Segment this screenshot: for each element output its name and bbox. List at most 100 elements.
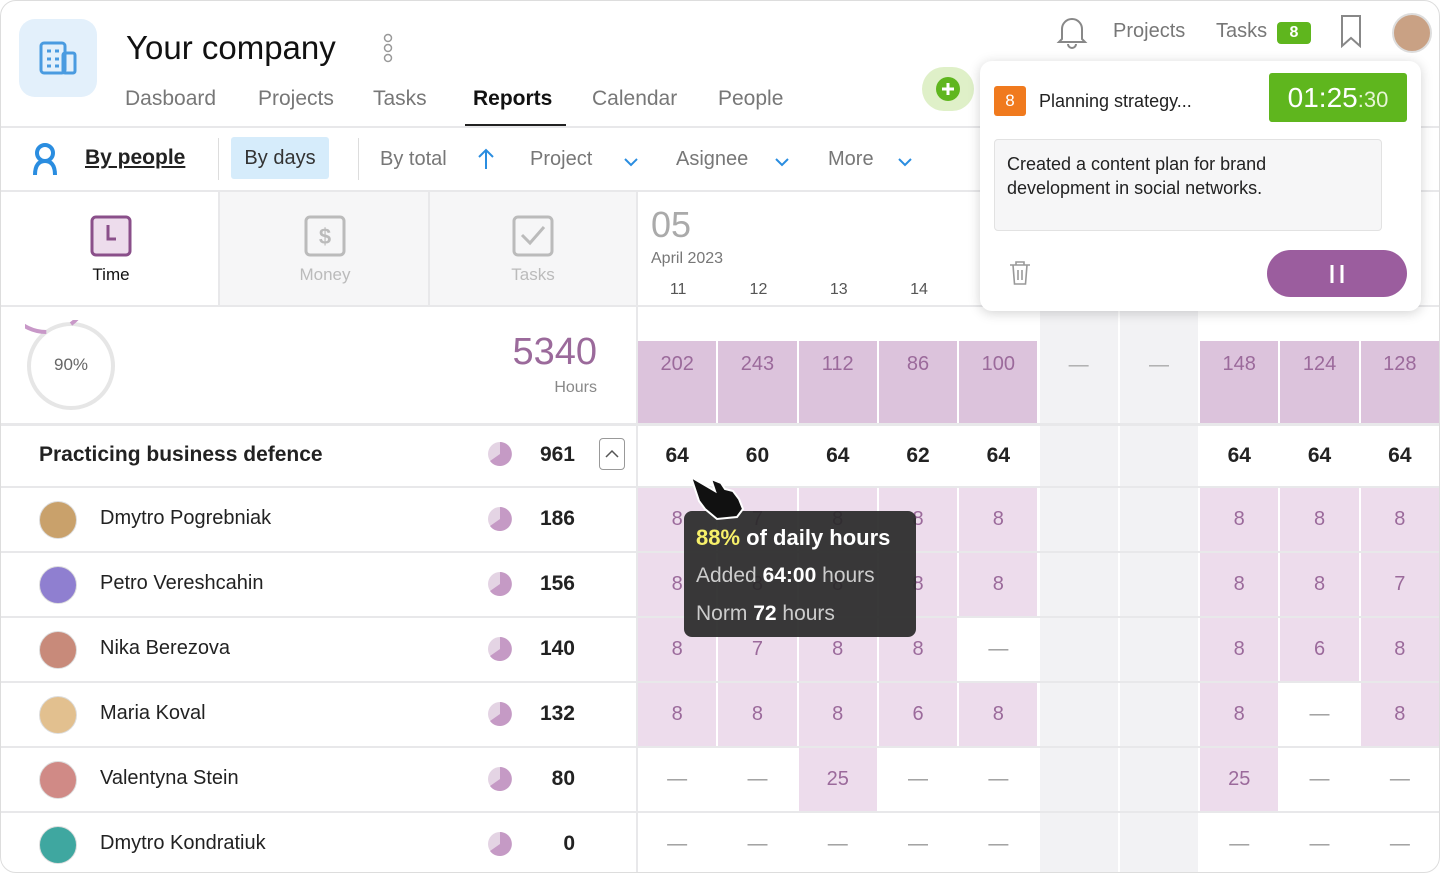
separator	[218, 138, 219, 180]
cell-hours: 8	[1200, 553, 1279, 616]
cell-hours: 8	[718, 683, 797, 746]
cell-empty: —	[667, 833, 688, 855]
weekend-bg	[1039, 488, 1118, 551]
day-label: 13	[829, 281, 848, 298]
person-name: Nika Berezova	[100, 637, 231, 659]
tab[interactable]: Time	[92, 265, 130, 284]
task-note[interactable]: Created a content plan for brand develop…	[994, 139, 1382, 231]
timer-display: 01:25:30	[1269, 73, 1407, 122]
pie-icon	[488, 637, 512, 661]
day-label: 14	[910, 281, 928, 298]
project-hours: 64	[1388, 444, 1412, 467]
cell-empty: —	[667, 768, 688, 790]
cell-empty: —	[747, 833, 768, 855]
weekend-bg	[1039, 618, 1118, 681]
collapse-button[interactable]	[599, 438, 625, 470]
pause-button[interactable]	[1267, 250, 1407, 297]
user-avatar[interactable]	[1392, 13, 1432, 53]
cell-empty: —	[988, 768, 1009, 790]
pause-icon	[1330, 265, 1344, 283]
nav-link-active[interactable]: Reports	[473, 87, 553, 110]
person-total: 132	[539, 702, 575, 725]
cell-hours: 25	[798, 748, 877, 811]
summary-value: —	[1148, 354, 1169, 376]
tooltip-title-text: of daily hours	[746, 525, 891, 550]
sort-arrow[interactable]	[477, 147, 495, 171]
person-total: 186	[539, 507, 575, 530]
by-total[interactable]: By total	[380, 148, 447, 170]
tab-border	[218, 192, 220, 306]
tooltip-norm: Norm 72 hours	[696, 602, 835, 626]
separator	[358, 138, 359, 180]
nav-link[interactable]: Calendar	[592, 87, 678, 110]
weekend-bg	[1039, 553, 1118, 616]
weekend-bg	[1119, 488, 1199, 551]
top-link[interactable]: Projects	[1113, 20, 1186, 42]
weekend-bg	[1119, 426, 1199, 486]
pie-icon	[488, 832, 512, 856]
bookmark-icon[interactable]	[1339, 14, 1363, 48]
tasks-badge: 8	[1277, 22, 1311, 44]
pie-icon	[488, 572, 512, 596]
progress-label: 90%	[53, 355, 89, 374]
col-border	[636, 192, 638, 872]
logo-icon	[39, 41, 77, 75]
more-icon[interactable]	[381, 33, 395, 63]
pie-icon	[488, 442, 512, 466]
weekend-bg	[1039, 683, 1118, 746]
top-link[interactable]: Tasks	[1216, 20, 1268, 42]
cell-hours: 8	[1360, 683, 1439, 746]
summary-bar: 100	[959, 341, 1038, 423]
timer-seconds: :30	[1357, 87, 1389, 112]
filter[interactable]: Asignee	[676, 148, 749, 170]
tab[interactable]: Money	[299, 265, 351, 284]
divider	[1, 423, 1439, 426]
day-label: 12	[749, 281, 768, 298]
tooltip-title: 88% of daily hours	[696, 525, 890, 551]
tab[interactable]: Tasks	[511, 265, 555, 284]
person-total: 80	[551, 767, 575, 790]
nav-link[interactable]: Dasboard	[125, 87, 217, 110]
add-button[interactable]	[922, 67, 974, 111]
people-icon	[33, 142, 57, 176]
month: April 2023	[651, 250, 724, 267]
cell-hours: 6	[1280, 618, 1359, 681]
cell-hours: 8	[1280, 488, 1359, 551]
nav-link[interactable]: Projects	[258, 87, 334, 110]
project-hours: 64	[826, 444, 850, 467]
logo[interactable]	[19, 19, 97, 97]
by-people[interactable]: By people	[85, 146, 186, 169]
divider	[1, 190, 1439, 192]
by-days[interactable]: By days	[231, 137, 329, 179]
added-unit: hours	[822, 564, 875, 587]
nav-link[interactable]: Tasks	[373, 87, 427, 110]
nav-link[interactable]: People	[718, 87, 784, 110]
person-name: Dmytro Kondratiuk	[100, 832, 266, 854]
project-hours: 64	[665, 444, 689, 467]
divider	[1, 126, 1439, 128]
cell-hours: 6	[878, 683, 958, 746]
chevrons	[624, 158, 912, 167]
trash-icon[interactable]	[1008, 260, 1032, 286]
filter[interactable]: More	[828, 148, 874, 170]
summary-bar: 128	[1360, 341, 1439, 423]
person-total: 140	[539, 637, 575, 660]
project-hours: 62	[906, 444, 930, 467]
summary-value: —	[1068, 354, 1089, 376]
cell-empty: —	[1229, 833, 1250, 855]
summary-bar: 148	[1200, 341, 1279, 423]
filter[interactable]: Project	[530, 148, 593, 170]
cell-hours: 8	[1200, 683, 1279, 746]
weekend-bg	[1119, 618, 1199, 681]
person-name: Maria Koval	[100, 702, 206, 724]
project-name: Practicing business defence	[39, 443, 323, 466]
day-label: 11	[669, 281, 687, 298]
company-name: Your company	[126, 29, 336, 66]
summary-bar: 112	[798, 341, 877, 423]
cell-hours: 7	[1360, 553, 1439, 616]
bell-icon[interactable]	[1055, 13, 1089, 49]
project-hours: 60	[745, 444, 770, 467]
summary-bar: 86	[878, 341, 958, 423]
project-hours: 64	[1307, 444, 1332, 467]
